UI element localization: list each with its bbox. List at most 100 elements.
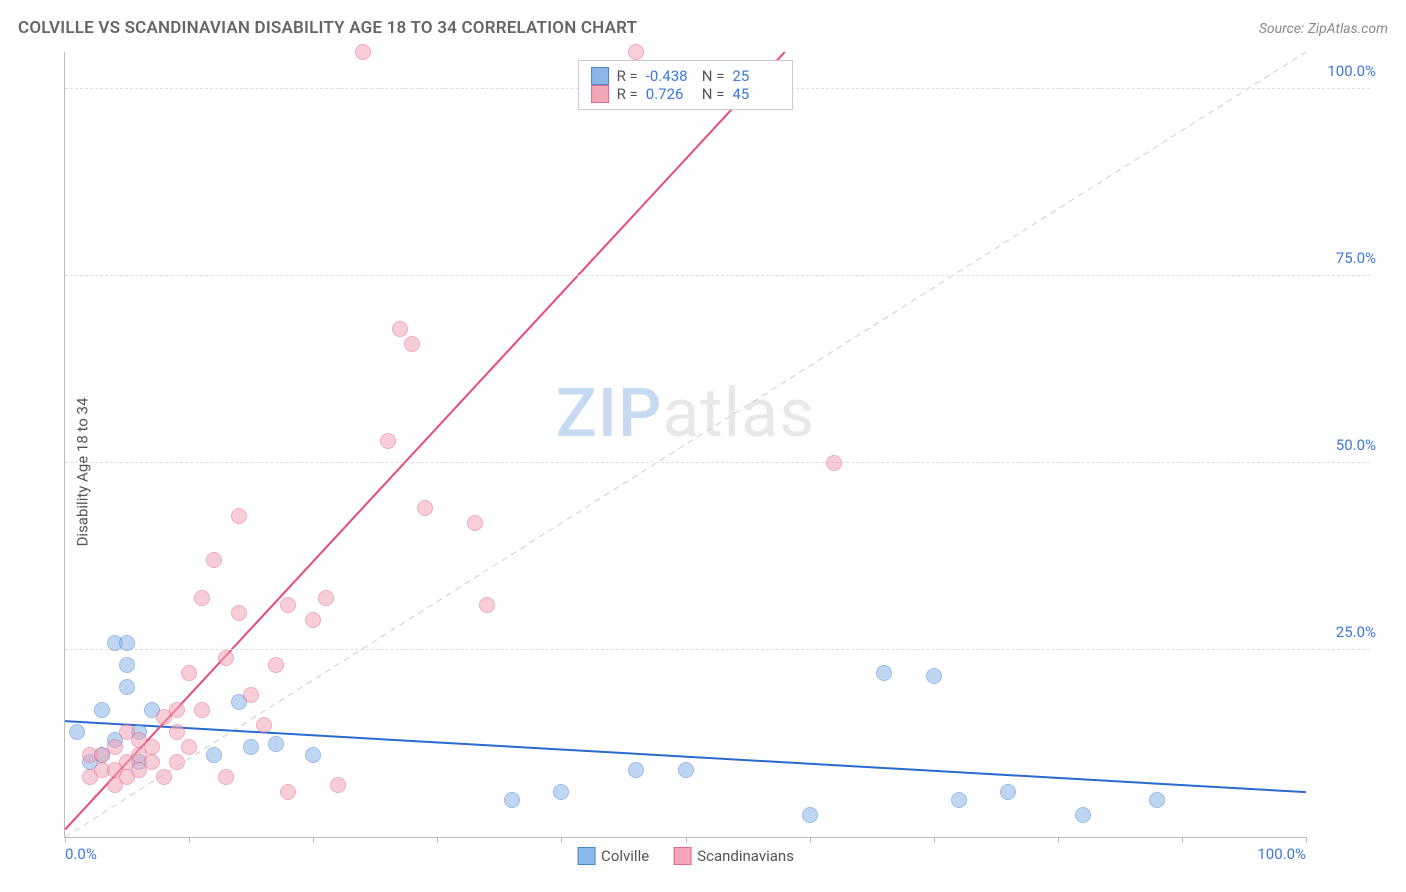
data-point: [231, 508, 247, 524]
data-point: [107, 739, 123, 755]
data-point: [243, 739, 259, 755]
data-point: [355, 44, 371, 60]
data-point: [243, 687, 259, 703]
n-label: N =: [702, 67, 725, 85]
chart-container: Disability Age 18 to 34 ZIPatlas R = -0.…: [18, 52, 1388, 892]
data-point: [144, 754, 160, 770]
data-point: [553, 784, 569, 800]
x-tick: [1058, 837, 1059, 843]
data-point: [181, 739, 197, 755]
y-tick-label: 25.0%: [1336, 623, 1376, 641]
data-point: [169, 724, 185, 740]
n-value-colville: 25: [732, 67, 780, 85]
data-point: [305, 612, 321, 628]
x-tick: [189, 837, 190, 843]
data-point: [628, 44, 644, 60]
data-point: [404, 336, 420, 352]
x-tick-label: 0.0%: [65, 845, 97, 863]
data-point: [280, 784, 296, 800]
data-point: [305, 747, 321, 763]
legend-label-colville: Colville: [601, 847, 649, 865]
data-point: [156, 769, 172, 785]
x-tick: [934, 837, 935, 843]
y-tick-label: 50.0%: [1336, 436, 1376, 454]
series-legend: Colville Scandinavians: [577, 847, 794, 865]
data-point: [628, 762, 644, 778]
swatch-colville: [591, 67, 609, 85]
data-point: [318, 590, 334, 606]
data-point: [218, 650, 234, 666]
data-point: [678, 762, 694, 778]
swatch-scandinavians: [673, 847, 691, 865]
data-point: [1075, 807, 1091, 823]
n-label: N =: [702, 85, 725, 103]
data-point: [1000, 784, 1016, 800]
x-tick: [561, 837, 562, 843]
data-point: [69, 724, 85, 740]
legend-item-colville: Colville: [577, 847, 649, 865]
source-link[interactable]: ZipAtlas.com: [1308, 21, 1388, 37]
x-tick: [1182, 837, 1183, 843]
data-point: [119, 635, 135, 651]
stats-legend: R = -0.438 N = 25 R = 0.726 N = 45: [578, 60, 794, 110]
gridline: [65, 649, 1370, 650]
data-point: [1149, 792, 1165, 808]
x-tick-label: 100.0%: [1257, 845, 1306, 863]
gridline: [65, 462, 1370, 463]
x-tick: [810, 837, 811, 843]
data-point: [330, 777, 346, 793]
y-tick-label: 75.0%: [1336, 249, 1376, 267]
legend-item-scandinavians: Scandinavians: [673, 847, 794, 865]
data-point: [876, 665, 892, 681]
data-point: [392, 321, 408, 337]
data-point: [119, 657, 135, 673]
data-point: [256, 717, 272, 733]
data-point: [206, 552, 222, 568]
r-label: R =: [617, 85, 638, 103]
r-value-scandinavians: 0.726: [646, 85, 694, 103]
plot-area: ZIPatlas R = -0.438 N = 25 R = 0.726 N =…: [64, 52, 1306, 838]
legend-label-scandinavians: Scandinavians: [697, 847, 794, 865]
data-point: [926, 668, 942, 684]
data-point: [218, 769, 234, 785]
r-label: R =: [617, 67, 638, 85]
x-tick: [437, 837, 438, 843]
data-point: [280, 597, 296, 613]
n-value-scandinavians: 45: [732, 85, 780, 103]
data-point: [504, 792, 520, 808]
x-tick: [313, 837, 314, 843]
swatch-scandinavians: [591, 85, 609, 103]
chart-title: COLVILLE VS SCANDINAVIAN DISABILITY AGE …: [18, 18, 637, 38]
data-point: [268, 657, 284, 673]
stats-row-scandinavians: R = 0.726 N = 45: [591, 85, 781, 103]
data-point: [467, 515, 483, 531]
gridline: [65, 275, 1370, 276]
data-point: [169, 754, 185, 770]
data-point: [380, 433, 396, 449]
data-point: [417, 500, 433, 516]
data-point: [231, 605, 247, 621]
trendlines-svg: [65, 52, 1306, 837]
data-point: [206, 747, 222, 763]
data-point: [268, 736, 284, 752]
x-tick: [1306, 837, 1307, 843]
data-point: [119, 679, 135, 695]
data-point: [94, 702, 110, 718]
x-tick: [686, 837, 687, 843]
data-point: [144, 739, 160, 755]
x-tick: [65, 837, 66, 843]
data-point: [181, 665, 197, 681]
source-prefix: Source:: [1259, 21, 1308, 37]
data-point: [826, 455, 842, 471]
source-attribution: Source: ZipAtlas.com: [1259, 21, 1388, 37]
data-point: [951, 792, 967, 808]
data-point: [169, 702, 185, 718]
data-point: [194, 590, 210, 606]
data-point: [802, 807, 818, 823]
data-point: [479, 597, 495, 613]
swatch-colville: [577, 847, 595, 865]
data-point: [194, 702, 210, 718]
r-value-colville: -0.438: [646, 67, 694, 85]
stats-row-colville: R = -0.438 N = 25: [591, 67, 781, 85]
y-tick-label: 100.0%: [1327, 62, 1376, 80]
